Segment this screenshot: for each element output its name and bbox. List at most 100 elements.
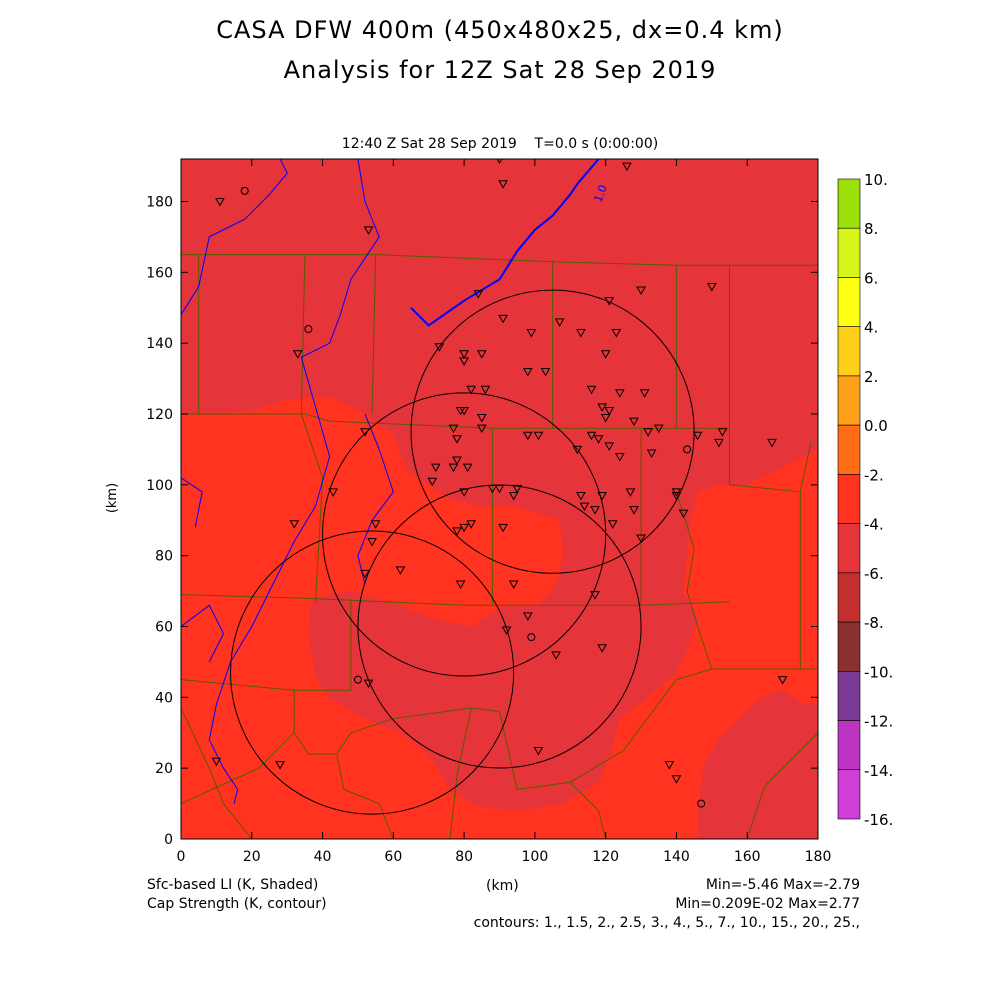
- county-line-13: [181, 707, 253, 839]
- station-triangle-7: [636, 286, 646, 296]
- station-triangle-59: [671, 491, 682, 501]
- colorbar-label-5: 0.0: [864, 417, 888, 435]
- colorbar-swatch-0: [837, 178, 861, 229]
- shaded-field-label: Sfc-based LI (K, Shaded): [147, 877, 319, 893]
- station-triangle-72: [360, 428, 370, 437]
- station-triangle-89: [551, 651, 561, 660]
- y-tick-label-2: 40: [155, 690, 173, 706]
- station-triangle-30: [476, 414, 487, 423]
- station-triangle-81: [360, 569, 370, 579]
- station-triangle-77: [452, 527, 462, 536]
- station-triangle-80: [498, 523, 508, 533]
- y-tick-label-4: 80: [155, 549, 173, 565]
- radar-ring-1: [410, 289, 695, 574]
- colorbar-swatch-12: [837, 769, 861, 820]
- station-triangle-49: [462, 463, 473, 473]
- x-tick-label-2: 40: [314, 849, 332, 865]
- y-tick-label-1: 20: [155, 761, 173, 777]
- colorbar-label-6: -2.: [864, 466, 884, 484]
- plot-area: [181, 159, 818, 839]
- y-axis: 0 20 40 60 80 100 120 140 160 180: [146, 195, 818, 848]
- station-triangle-64: [636, 534, 646, 543]
- radar-ring-2: [322, 392, 607, 677]
- station-triangle-32: [629, 417, 639, 427]
- station-triangle-3: [622, 162, 632, 172]
- station-triangle-14: [576, 329, 586, 338]
- station-triangle-84: [508, 580, 519, 590]
- water-line-5: [410, 159, 600, 327]
- station-triangle-44: [522, 431, 533, 441]
- station-circle-0: [240, 186, 249, 195]
- station-circle-3: [353, 675, 362, 684]
- chart-title-line-1: CASA DFW 400m (450x480x25, dx=0.4 km): [216, 16, 784, 44]
- x-tick-label-6: 120: [592, 849, 619, 865]
- colorbar-swatch-1: [837, 227, 861, 278]
- x-tick-label-9: 180: [805, 849, 832, 865]
- station-triangle-65: [508, 491, 519, 501]
- station-triangle-42: [459, 406, 469, 416]
- y-tick-label-9: 180: [146, 195, 173, 211]
- station-triangle-36: [572, 445, 583, 455]
- station-circle-5: [697, 799, 706, 808]
- county-line-15: [449, 707, 472, 839]
- station-triangle-9: [498, 314, 508, 324]
- radar-ring-0: [230, 530, 515, 815]
- station-triangle-16: [611, 329, 622, 338]
- station-triangle-62: [629, 506, 639, 515]
- station-circle-4: [527, 633, 536, 642]
- station-triangle-26: [480, 385, 491, 395]
- water-features: [181, 159, 600, 804]
- contour-levels: contours: 1., 1.5, 2., 2.5, 3., 4., 5., …: [473, 915, 860, 931]
- colorbar: 10. 8. 6. 4. 2. 0.0 -2. -4. -6. -8. -10. -12. -14. -1…: [837, 171, 893, 829]
- colorbar-label-9: -8.: [864, 614, 884, 632]
- station-triangle-4: [498, 180, 508, 189]
- county-line-2: [181, 594, 730, 606]
- colorbar-label-3: 4.: [864, 319, 878, 337]
- station-triangle-48: [448, 463, 459, 473]
- colorbar-label-11: -12.: [864, 713, 893, 731]
- colorbar-label-13: -16.: [864, 811, 893, 829]
- y-tick-label-8: 160: [146, 265, 173, 281]
- colorbar-label-1: 8.: [864, 220, 878, 238]
- station-triangle-57: [625, 488, 636, 497]
- station-triangle-40: [533, 431, 544, 441]
- station-triangle-25: [466, 385, 477, 395]
- station-triangle-13: [526, 329, 537, 338]
- station-triangle-51: [427, 477, 438, 487]
- shaded-min-max: Min=-5.46 Max=-2.79: [705, 877, 860, 893]
- station-circle-1: [304, 325, 313, 333]
- colorbar-swatch-10: [837, 671, 861, 721]
- station-triangle-0: [215, 198, 225, 207]
- station-triangle-68: [714, 438, 724, 448]
- station-triangle-78: [459, 523, 469, 533]
- x-tick-label-3: 60: [384, 849, 402, 865]
- station-triangle-46: [646, 449, 657, 458]
- contour-min-max: Min=0.209E-02 Max=2.77: [675, 896, 860, 912]
- county-line-12: [181, 690, 295, 805]
- x-axis-label: (km): [486, 878, 519, 894]
- station-triangle-31: [600, 414, 611, 423]
- y-tick-label-7: 140: [146, 336, 173, 352]
- station-triangle-94: [211, 757, 222, 767]
- station-triangle-41: [476, 424, 487, 434]
- station-triangle-74: [289, 520, 300, 529]
- colorbar-label-4: 2.: [864, 368, 878, 386]
- station-triangle-24: [639, 389, 650, 398]
- x-axis: 0 20 40 60 80 100 120 140 160 180: [177, 159, 832, 865]
- station-triangle-38: [593, 435, 604, 444]
- colorbar-swatch-2: [837, 277, 861, 327]
- colorbar-swatch-5: [837, 424, 861, 475]
- station-triangle-1: [363, 226, 374, 235]
- station-triangle-15: [600, 350, 611, 359]
- station-triangle-67: [678, 509, 689, 519]
- station-triangle-90: [363, 679, 374, 689]
- station-triangle-60: [590, 506, 600, 515]
- y-tick-label-5: 100: [146, 478, 173, 494]
- x-tick-label-0: 0: [177, 849, 186, 865]
- x-tick-label-8: 160: [734, 849, 761, 865]
- station-triangle-54: [512, 484, 523, 494]
- chart-title-line-2: Analysis for 12Z Sat 28 Sep 2019: [283, 56, 717, 84]
- county-boundaries: [181, 254, 818, 839]
- county-line-5: [371, 254, 377, 415]
- colorbar-swatch-3: [837, 326, 861, 377]
